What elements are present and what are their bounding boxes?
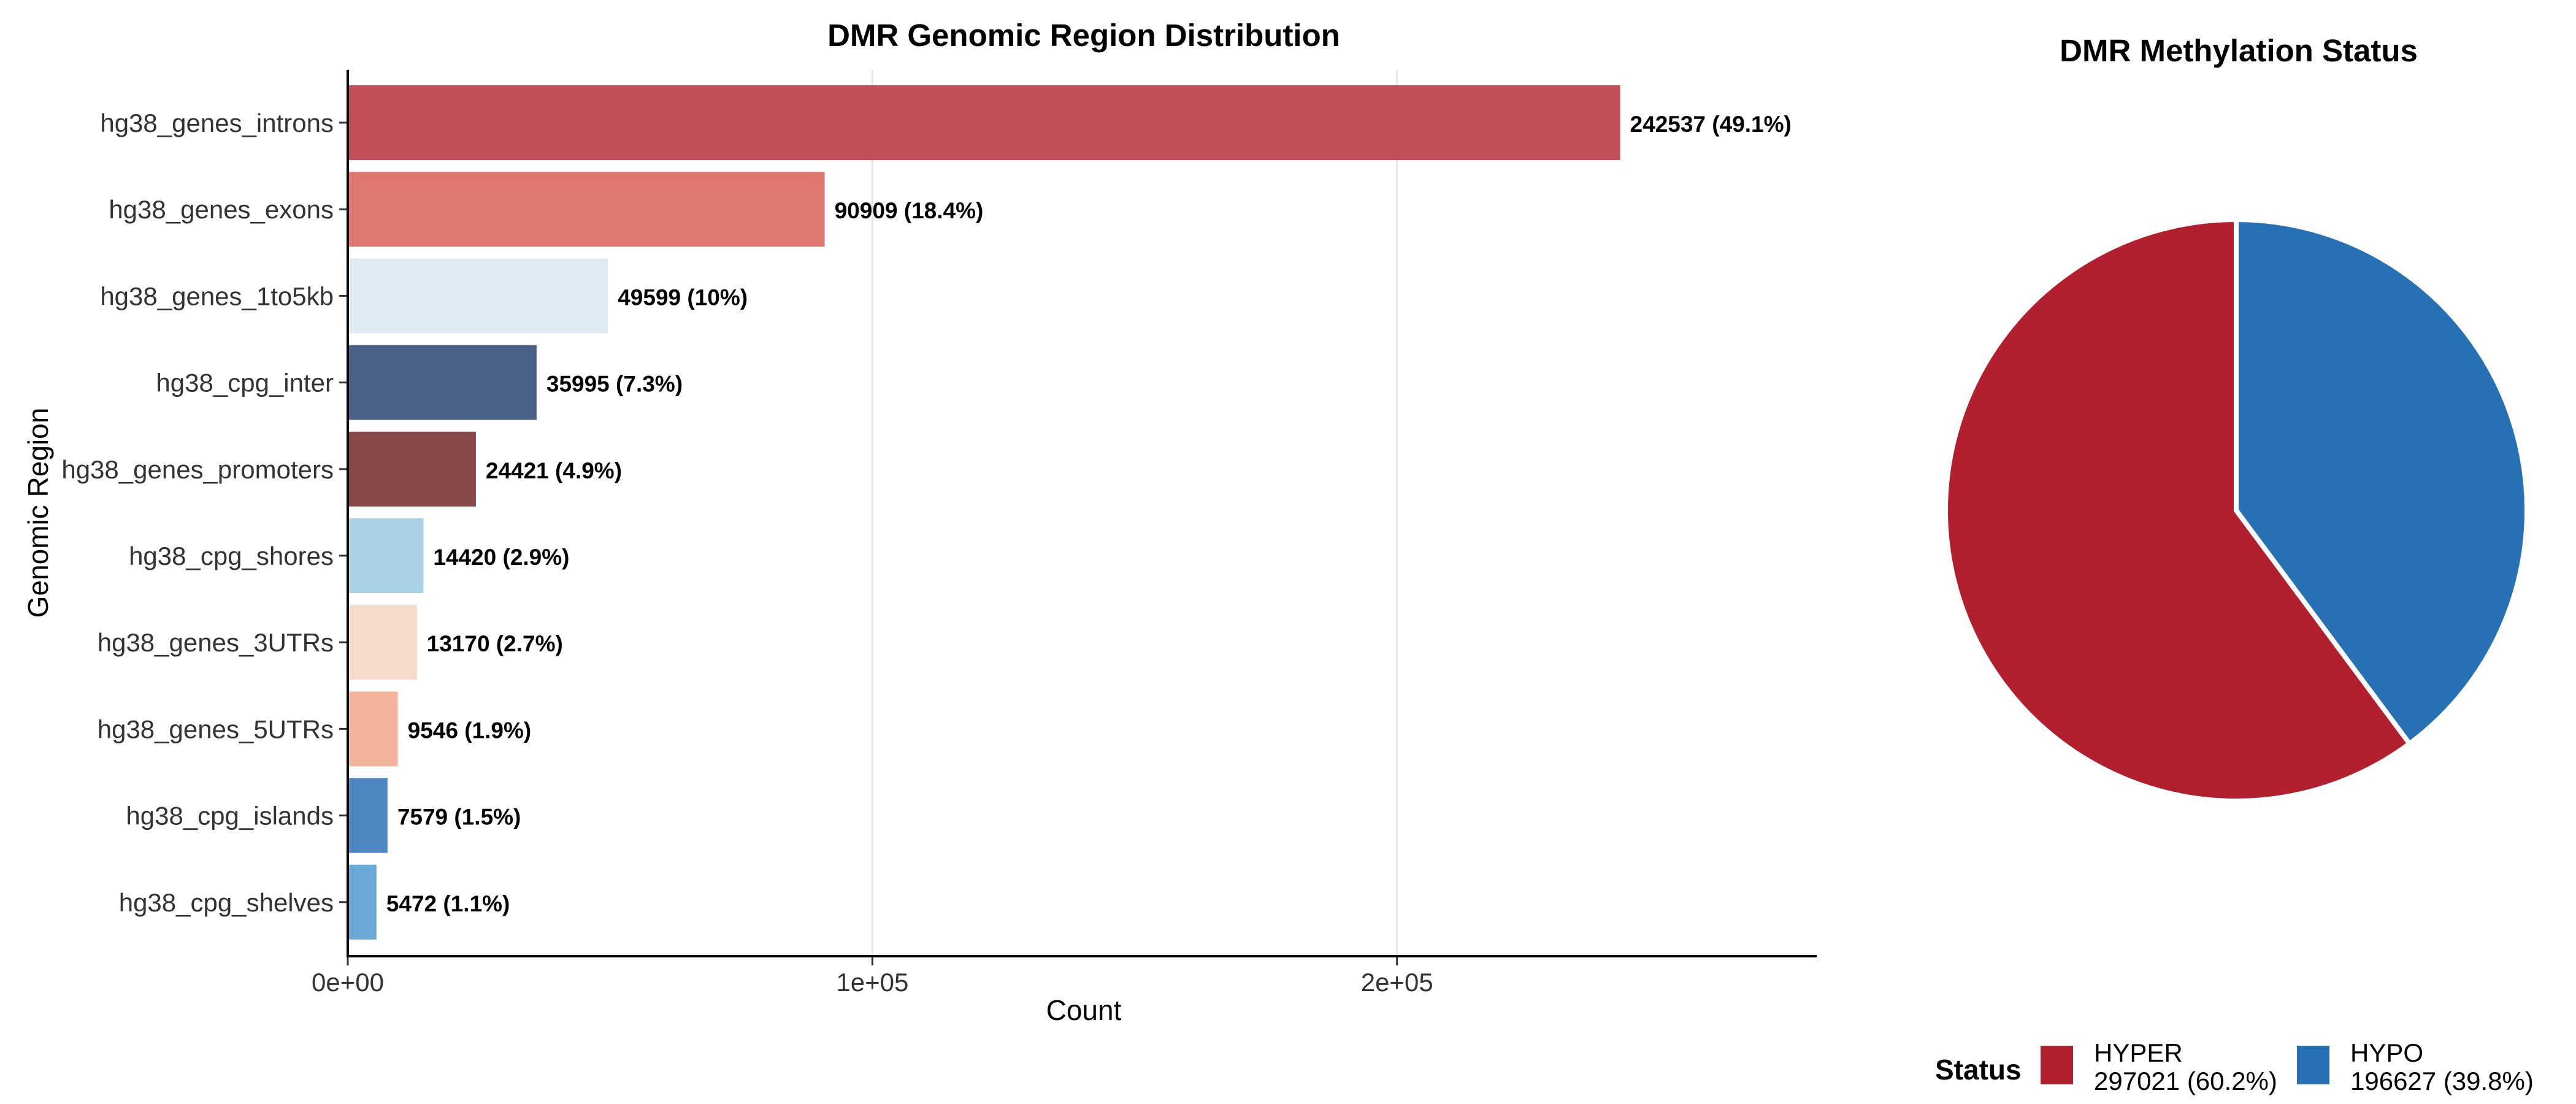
legend-value: 196627 (39.8%) <box>2350 1067 2534 1095</box>
x-axis-ticks: 0e+00 1e+05 2e+05 <box>312 957 1433 997</box>
category-label: hg38_cpg_shores <box>129 542 334 570</box>
bar-data-label: 49599 (10%) <box>618 285 748 310</box>
legend-value: 297021 (60.2%) <box>2094 1067 2277 1095</box>
category-label: hg38_genes_1to5kb <box>100 282 334 310</box>
x-tick-label: 0e+00 <box>312 968 384 997</box>
x-tick-label: 2e+05 <box>1361 968 1433 997</box>
legend-swatch-hypo <box>2297 1046 2329 1084</box>
pie-chart-title: DMR Methylation Status <box>2060 33 2418 68</box>
bar <box>349 864 377 940</box>
bar <box>349 85 1620 160</box>
bar <box>349 258 608 334</box>
category-label: hg38_genes_3UTRs <box>98 628 334 657</box>
bar <box>349 778 388 853</box>
category-label: hg38_cpg_shelves <box>119 888 334 917</box>
bar <box>349 172 825 247</box>
bar-series <box>349 85 1620 940</box>
pie-slice-hyper <box>1943 217 2412 803</box>
bar-data-labels: 242537 (49.1%) 90909 (18.4%) 49599 (10%) 35… <box>386 112 1792 916</box>
bar-chart-title: DMR Genomic Region Distribution <box>827 18 1340 53</box>
category-label: hg38_cpg_islands <box>126 802 334 830</box>
bar-data-label: 7579 (1.5%) <box>397 805 521 830</box>
bar-data-label: 90909 (18.4%) <box>835 198 984 223</box>
pie-slices <box>1943 217 2529 803</box>
legend-label: HYPO <box>2350 1038 2423 1067</box>
x-axis-title: Count <box>1046 994 1122 1026</box>
bar <box>349 518 424 593</box>
category-axis-labels: hg38_genes_introns hg38_genes_exons hg38_g… <box>61 109 348 917</box>
bar <box>349 691 398 767</box>
bar-data-label: 35995 (7.3%) <box>546 372 683 397</box>
bar-data-label: 242537 (49.1%) <box>1630 112 1792 137</box>
category-label: hg38_genes_exons <box>109 195 334 224</box>
bar-chart-gridlines <box>871 70 1398 956</box>
bar-data-label: 24421 (4.9%) <box>486 458 622 483</box>
category-label: hg38_genes_introns <box>100 109 334 137</box>
bar-data-label: 5472 (1.1%) <box>386 891 510 916</box>
category-label: hg38_genes_promoters <box>61 455 334 484</box>
bar <box>349 431 476 507</box>
bar <box>349 605 417 680</box>
bar-chart: DMR Genomic Region Distribution 242537 (… <box>22 18 1817 1026</box>
legend-label: HYPER <box>2094 1038 2183 1067</box>
bar-data-label: 14420 (2.9%) <box>433 545 569 570</box>
bar <box>349 345 537 420</box>
pie-chart: DMR Methylation Status <box>1943 33 2529 803</box>
pie-slice-hypo <box>2234 217 2529 746</box>
x-tick-label: 1e+05 <box>836 968 908 997</box>
category-label: hg38_genes_5UTRs <box>98 715 334 743</box>
legend-title: Status <box>1935 1054 2022 1086</box>
legend-swatch-hyper <box>2041 1046 2073 1084</box>
bar-data-label: 9546 (1.9%) <box>408 718 532 743</box>
y-axis-title: Genomic Region <box>22 408 54 618</box>
category-label: hg38_cpg_inter <box>156 369 334 397</box>
bar-data-label: 13170 (2.7%) <box>427 631 563 656</box>
